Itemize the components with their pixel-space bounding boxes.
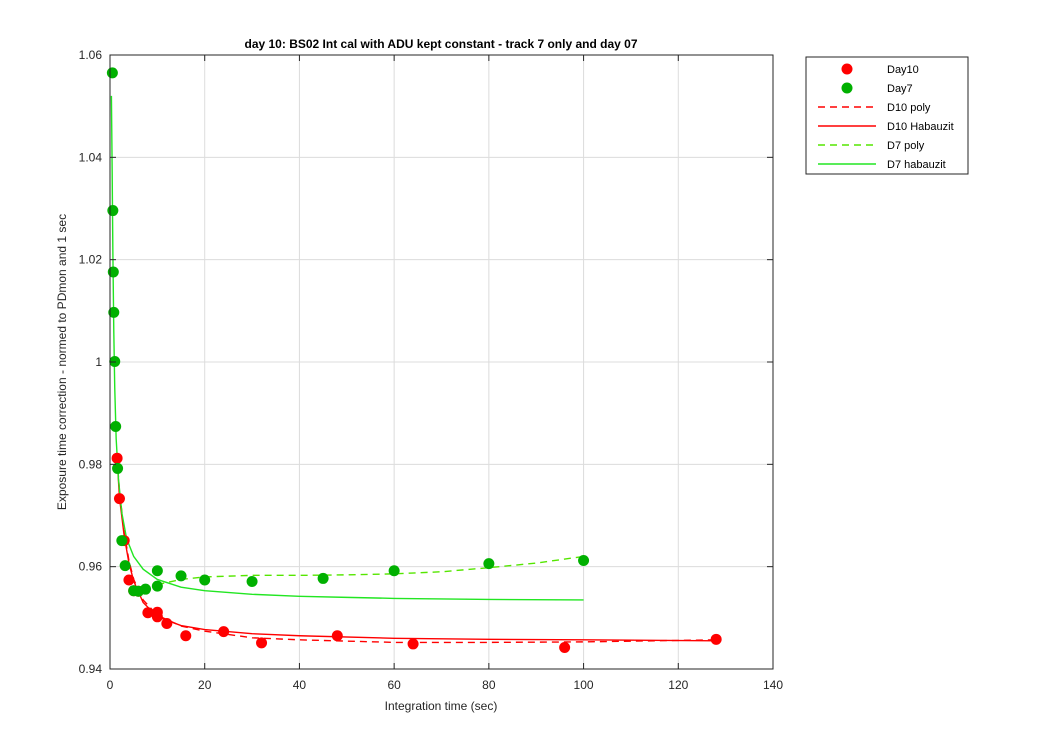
data-point xyxy=(106,67,118,79)
legend-label: D10 poly xyxy=(887,102,931,114)
x-tick-label: 60 xyxy=(387,678,401,692)
x-tick-label: 100 xyxy=(574,678,594,692)
data-point xyxy=(123,574,135,586)
chart-title: day 10: BS02 Int cal with ADU kept const… xyxy=(245,37,638,51)
data-point xyxy=(199,574,211,586)
data-point xyxy=(112,462,124,474)
legend-marker-day10 xyxy=(841,63,853,75)
data-point xyxy=(246,576,258,588)
x-tick-label: 40 xyxy=(293,678,307,692)
data-point xyxy=(331,630,343,642)
legend-label: Day10 xyxy=(887,64,919,76)
data-point xyxy=(142,607,154,619)
x-tick-label: 0 xyxy=(107,678,114,692)
data-point xyxy=(151,611,163,623)
data-point xyxy=(256,637,268,649)
x-tick-labels: 0 20 40 60 80 100 120 140 xyxy=(107,678,784,692)
y-tick-label: 0.94 xyxy=(79,662,103,676)
series-layer xyxy=(106,67,722,654)
y-tick-label: 1.02 xyxy=(79,253,103,267)
y-tick-label: 0.98 xyxy=(79,457,103,471)
data-point xyxy=(107,205,119,217)
axis-ticks xyxy=(109,54,774,670)
data-point xyxy=(710,633,722,645)
data-point xyxy=(483,558,495,570)
data-point xyxy=(559,642,571,654)
data-point xyxy=(108,306,120,318)
legend-label: D7 habauzit xyxy=(887,159,946,171)
legend-box xyxy=(805,56,969,175)
data-point xyxy=(317,572,329,584)
series-markers-day7 xyxy=(106,67,590,597)
legend-label: D10 Habauzit xyxy=(887,121,954,133)
data-point xyxy=(180,630,192,642)
data-point xyxy=(111,452,123,464)
data-point xyxy=(407,638,419,650)
data-point xyxy=(151,565,163,577)
data-point xyxy=(151,580,163,592)
x-axis-title: Integration time (sec) xyxy=(385,699,498,713)
data-point xyxy=(140,583,152,595)
data-point xyxy=(175,570,187,582)
y-tick-label: 1 xyxy=(95,355,102,369)
y-tick-labels: 0.94 0.96 0.98 1 1.02 1.04 1.06 xyxy=(79,48,103,676)
data-point xyxy=(116,535,128,547)
data-point xyxy=(161,617,173,629)
series-line-d7-poly xyxy=(157,555,584,586)
data-point xyxy=(113,493,125,505)
data-point xyxy=(110,420,122,432)
x-tick-label: 20 xyxy=(198,678,212,692)
legend: Day10 Day7 D10 poly D10 Habauzit D7 poly D7 h… xyxy=(805,56,969,175)
y-axis-title: Exposure time correction - normed to PDm… xyxy=(55,214,69,510)
x-tick-label: 80 xyxy=(482,678,496,692)
y-tick-label: 1.04 xyxy=(79,150,103,164)
x-tick-label: 120 xyxy=(668,678,688,692)
data-point xyxy=(388,565,400,577)
data-point xyxy=(119,560,131,572)
y-tick-label: 1.06 xyxy=(79,48,103,62)
legend-label: D7 poly xyxy=(887,140,925,152)
legend-label: Day7 xyxy=(887,83,913,95)
series-line-d7-habauzit xyxy=(110,95,584,601)
y-tick-label: 0.96 xyxy=(79,560,103,574)
legend-marker-day7 xyxy=(841,82,853,94)
x-tick-label: 140 xyxy=(763,678,783,692)
data-point xyxy=(578,555,590,567)
data-point xyxy=(109,355,121,367)
data-point xyxy=(107,266,119,278)
data-point xyxy=(218,626,230,638)
